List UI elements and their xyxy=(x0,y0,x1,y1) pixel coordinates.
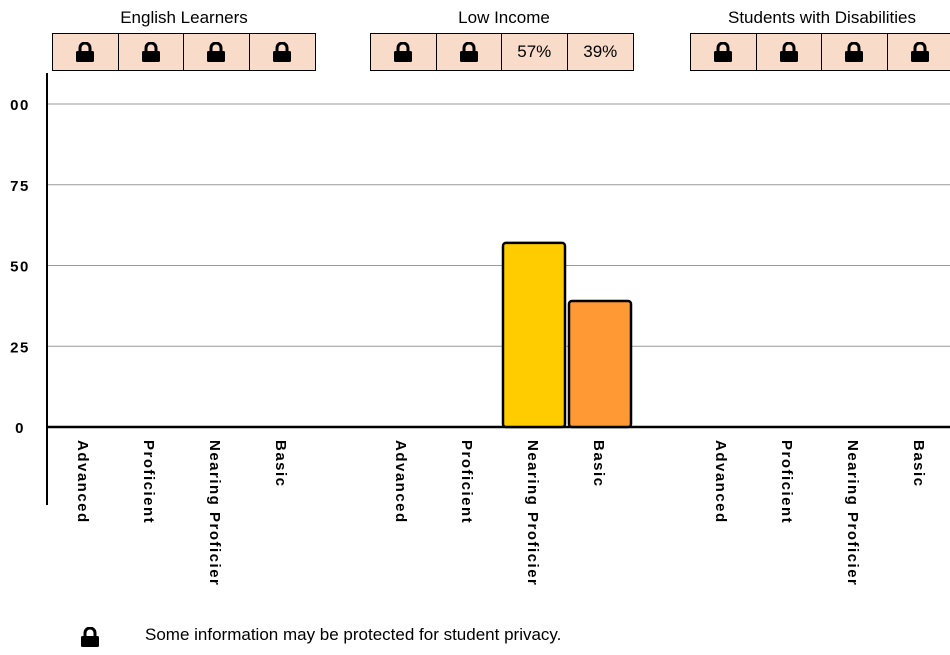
percent-cell: 39% xyxy=(583,42,618,61)
x-category-label: Proficient xyxy=(140,440,157,524)
x-category-label: Nearing Proficier xyxy=(524,440,541,586)
x-category-label: Proficient xyxy=(778,440,795,524)
lock-icon xyxy=(714,42,733,62)
locked-cell xyxy=(822,34,888,70)
lock-icon xyxy=(845,42,864,62)
locked-cell xyxy=(371,34,437,70)
locked-cell xyxy=(119,34,184,70)
locked-cell xyxy=(691,34,757,70)
lock-icon xyxy=(141,42,160,62)
y-tick-label: 0 xyxy=(15,420,25,437)
locked-cell xyxy=(888,34,950,70)
x-category-label: Advanced xyxy=(74,440,91,524)
locked-cell xyxy=(250,34,316,70)
x-category-label: Proficient xyxy=(458,440,475,524)
bar xyxy=(567,299,633,429)
lock-icon xyxy=(394,42,413,62)
group-cells xyxy=(52,33,316,71)
lock-icon xyxy=(207,42,226,62)
x-category-label: Nearing Proficier xyxy=(844,440,861,586)
x-category-label: Nearing Proficier xyxy=(206,440,223,586)
x-category-label: Basic xyxy=(910,440,927,488)
group-cells: 57% 39% xyxy=(370,33,634,71)
group-title: Low Income xyxy=(458,8,550,27)
lock-icon xyxy=(81,627,99,647)
locked-cell xyxy=(437,34,502,70)
x-category-label: Advanced xyxy=(712,440,729,524)
locked-cell xyxy=(53,34,119,70)
locked-cell xyxy=(757,34,822,70)
x-category-label: Basic xyxy=(590,440,607,488)
percent-cell: 57% xyxy=(502,34,568,70)
group-title: Students with Disabilities xyxy=(727,8,917,27)
y-tick-label: 25 xyxy=(10,339,30,356)
x-category-label: Basic xyxy=(272,440,289,488)
locked-cell xyxy=(184,34,250,70)
y-tick-label: 00 xyxy=(10,97,30,114)
group-cells xyxy=(690,33,950,71)
lock-icon xyxy=(273,42,292,62)
lock-icon xyxy=(779,42,798,62)
lock-icon xyxy=(911,42,930,62)
y-tick-label: 50 xyxy=(10,259,30,276)
bar xyxy=(501,241,567,429)
lock-icon xyxy=(76,42,95,62)
privacy-footnote: Some information may be protected for st… xyxy=(145,625,562,644)
group-title: English Learners xyxy=(120,8,248,27)
x-category-label: Advanced xyxy=(392,440,409,524)
lock-icon xyxy=(459,42,478,62)
y-tick-label: 75 xyxy=(10,178,30,195)
